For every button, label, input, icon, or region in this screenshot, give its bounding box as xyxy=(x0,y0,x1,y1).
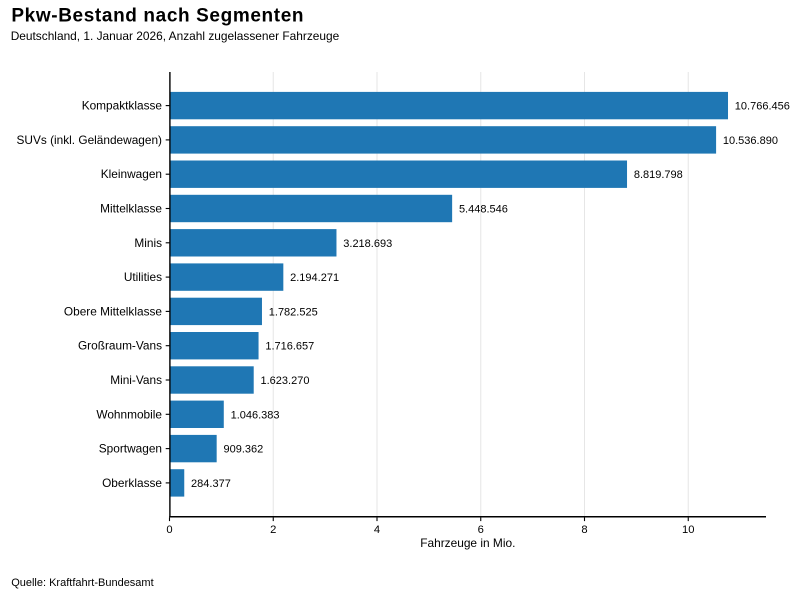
svg-text:10.766.456: 10.766.456 xyxy=(735,101,790,113)
svg-text:Oberklasse: Oberklasse xyxy=(102,476,162,490)
svg-text:1.623.270: 1.623.270 xyxy=(261,375,310,387)
svg-text:4: 4 xyxy=(374,524,380,536)
svg-text:Mittelklasse: Mittelklasse xyxy=(100,202,162,216)
svg-text:1.716.657: 1.716.657 xyxy=(265,341,314,353)
svg-text:10: 10 xyxy=(682,524,694,536)
svg-text:6: 6 xyxy=(478,524,484,536)
svg-text:Kleinwagen: Kleinwagen xyxy=(101,167,162,181)
svg-text:Wohnmobile: Wohnmobile xyxy=(96,407,162,421)
svg-text:2: 2 xyxy=(270,524,276,536)
svg-text:909.362: 909.362 xyxy=(223,444,263,456)
svg-text:5.448.546: 5.448.546 xyxy=(459,204,508,216)
svg-text:Fahrzeuge in Mio.: Fahrzeuge in Mio. xyxy=(420,536,515,550)
svg-text:10.536.890: 10.536.890 xyxy=(723,135,778,147)
svg-text:Pkw-Bestand nach Segmenten: Pkw-Bestand nach Segmenten xyxy=(11,5,304,26)
svg-text:1.046.383: 1.046.383 xyxy=(231,409,280,421)
svg-text:Obere Mittelklasse: Obere Mittelklasse xyxy=(64,304,162,318)
svg-text:Quelle: Kraftfahrt-Bundesamt: Quelle: Kraftfahrt-Bundesamt xyxy=(11,577,153,589)
svg-text:Kompaktklasse: Kompaktklasse xyxy=(82,99,163,113)
svg-text:Minis: Minis xyxy=(134,236,162,250)
svg-text:SUVs (inkl. Geländewagen): SUVs (inkl. Geländewagen) xyxy=(17,133,163,147)
svg-text:Utilities: Utilities xyxy=(124,270,162,284)
svg-text:8: 8 xyxy=(581,524,587,536)
svg-text:Großraum-Vans: Großraum-Vans xyxy=(78,339,162,353)
svg-text:Sportwagen: Sportwagen xyxy=(99,442,162,456)
svg-text:1.782.525: 1.782.525 xyxy=(269,306,318,318)
svg-text:3.218.693: 3.218.693 xyxy=(343,238,392,250)
svg-text:0: 0 xyxy=(166,524,172,536)
svg-text:8.819.798: 8.819.798 xyxy=(634,169,683,181)
svg-text:284.377: 284.377 xyxy=(191,478,231,490)
svg-text:2.194.271: 2.194.271 xyxy=(290,272,339,284)
svg-text:Deutschland, 1. Januar 2026, A: Deutschland, 1. Januar 2026, Anzahl zuge… xyxy=(11,29,340,43)
svg-text:Mini-Vans: Mini-Vans xyxy=(110,373,162,387)
